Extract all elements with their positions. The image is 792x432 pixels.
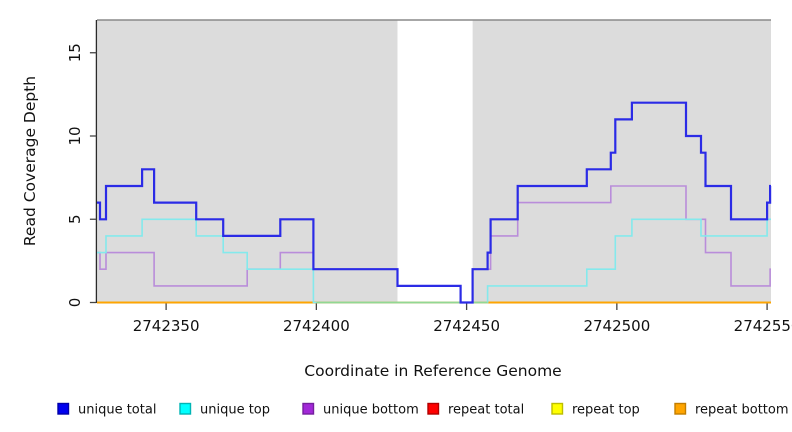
- y-axis-label: Read Coverage Depth: [21, 75, 39, 247]
- legend-item-unique-bottom: unique bottom: [302, 402, 419, 418]
- x-tick-label: 2742400: [283, 317, 350, 335]
- x-axis-label: Coordinate in Reference Genome: [304, 362, 562, 380]
- legend-item-unique-top: unique top: [179, 402, 270, 418]
- x-tick-label: 2742500: [583, 317, 650, 335]
- y-tick-label: 5: [66, 214, 84, 224]
- legend-label: repeat bottom: [695, 403, 789, 418]
- legend-item-repeat-top: repeat top: [551, 402, 640, 418]
- y-tick-label: 10: [66, 126, 84, 145]
- shaded-region: [472, 20, 771, 303]
- legend-swatch: [179, 402, 192, 415]
- legend-item-unique-total: unique total: [57, 402, 156, 418]
- legend-swatch: [551, 402, 564, 415]
- legend-label: unique bottom: [323, 403, 419, 418]
- legend-label: unique top: [200, 403, 270, 418]
- legend-item-repeat-total: repeat total: [427, 402, 524, 418]
- legend-item-repeat-bottom: repeat bottom: [674, 402, 789, 418]
- x-tick-label: 2742350: [133, 317, 200, 335]
- series-unique-total: [97, 101, 772, 304]
- legend-label: repeat total: [448, 403, 524, 418]
- y-tick-label: 0: [66, 298, 84, 308]
- legend-swatch: [57, 402, 70, 415]
- legend-label: repeat top: [572, 403, 640, 418]
- y-tick-label: 15: [66, 43, 84, 62]
- legend-swatch: [302, 402, 315, 415]
- legend-swatch: [427, 402, 440, 415]
- x-tick-label: 2742450: [433, 317, 500, 335]
- legend-label: unique total: [78, 403, 156, 418]
- legend-swatch: [674, 402, 687, 415]
